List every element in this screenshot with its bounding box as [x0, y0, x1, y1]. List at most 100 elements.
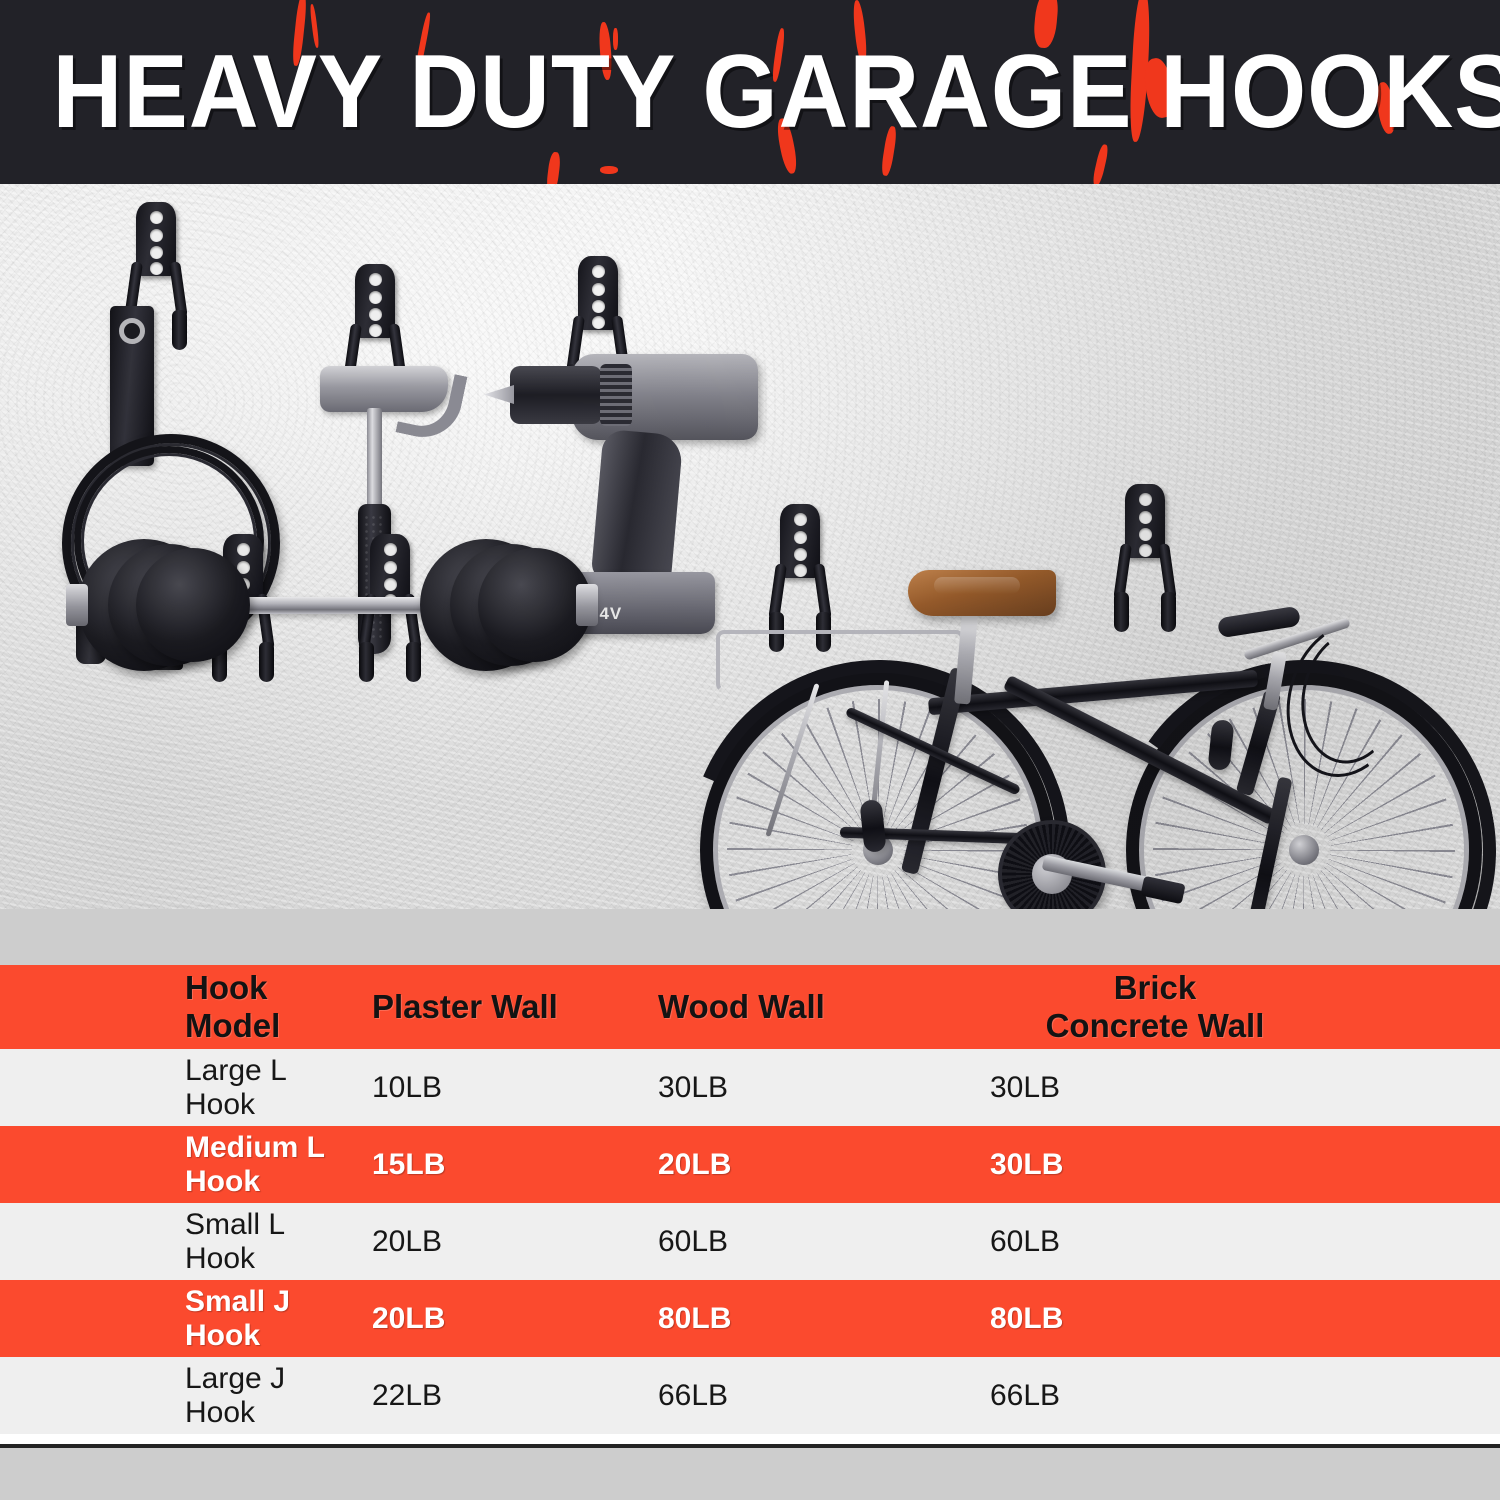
down-tube [1002, 674, 1278, 826]
cell-plaster-wall: 22LB [372, 1378, 443, 1412]
paint-splatter-icon [545, 151, 562, 184]
handlebar-stem [1263, 651, 1287, 711]
weight-plate [420, 539, 552, 671]
shifter-cable [1291, 622, 1411, 772]
hammer-shaft [367, 408, 382, 536]
cell-plaster-wall: 10LB [372, 1070, 443, 1104]
page-title: HEAVY DUTY GARAGE HOOKS [52, 34, 1500, 150]
cell-hook-model: Small J Hook [185, 1284, 291, 1352]
hook-mounting-plate [136, 202, 176, 276]
product-photo: 24V [0, 184, 1500, 909]
cell-plaster-wall: 20LB [372, 1224, 443, 1258]
seat-stay [844, 706, 1022, 796]
cell-plaster-wall: 20LB [372, 1301, 446, 1335]
rear-wheel-spokes [727, 699, 1029, 909]
rear-hub [863, 835, 893, 865]
drill-collar [600, 364, 632, 426]
top-tube [927, 669, 1259, 716]
cell-hook-model: Small L Hook [185, 1207, 284, 1275]
fork [1241, 776, 1293, 909]
hammer-grip [358, 504, 391, 654]
hook-mounting-plate [1125, 484, 1165, 558]
table-row: Large L Hook 10LB 30LB 30LB [0, 1049, 1500, 1126]
chainring [998, 820, 1106, 909]
seatpost [954, 613, 978, 705]
extension-cord-coil [74, 446, 264, 636]
weight-plate [136, 548, 250, 662]
cord-strap [110, 306, 154, 466]
saddle [908, 570, 1056, 616]
cell-wood-wall: 20LB [658, 1147, 732, 1181]
crank-arm [1041, 854, 1151, 893]
drill-battery: 24V [563, 572, 715, 634]
rear-fender [630, 602, 1128, 909]
brake-cable [1270, 610, 1422, 790]
cell-hook-model: Medium L Hook [185, 1130, 325, 1198]
barbell-bar [88, 597, 568, 614]
extension-cord-coil [62, 434, 280, 652]
chain-stay [839, 826, 1031, 845]
hook-pad [859, 798, 887, 854]
cell-wood-wall: 80LB [658, 1301, 732, 1335]
hook-mounting-plate [780, 504, 820, 578]
hammer-head [320, 366, 448, 412]
hook-mounting-plate [370, 534, 410, 608]
hammer-claw [395, 364, 468, 445]
hook-mounting-plate [223, 534, 263, 608]
column-header-hook-model: Hook Model [185, 969, 281, 1044]
column-header-brick-concrete-wall: Brick Concrete Wall [1045, 969, 1265, 1044]
drill-battery-label: 24V [589, 604, 623, 623]
strap-eyelet [119, 318, 145, 344]
cell-hook-model: Large J Hook [185, 1361, 286, 1429]
weight-plate [478, 548, 592, 662]
header-banner: HEAVY DUTY GARAGE HOOKS [0, 0, 1500, 184]
front-wheel [1126, 672, 1482, 909]
load-capacity-table: Hook Model Plaster Wall Wood Wall Brick … [0, 965, 1500, 1434]
weight-plate [108, 544, 230, 666]
front-hub [1289, 835, 1319, 865]
hook-pad [1207, 718, 1235, 772]
front-fender [1083, 629, 1500, 909]
table-row: Large J Hook 22LB 66LB 66LB [0, 1357, 1500, 1434]
head-tube [1235, 689, 1282, 797]
pedal [1140, 875, 1186, 905]
handlebar [1243, 617, 1351, 661]
rear-wheel [700, 672, 1056, 909]
cell-plaster-wall: 15LB [372, 1147, 446, 1181]
drill-handle [590, 428, 684, 588]
barbell-collar [576, 584, 598, 626]
rack-stay [765, 683, 820, 837]
column-header-wood-wall: Wood Wall [658, 988, 825, 1025]
bicycle [630, 484, 1500, 909]
rear-rack [716, 630, 964, 692]
cell-brick-wall: 60LB [990, 1224, 1061, 1258]
weight-plate [450, 544, 572, 666]
cord-socket [153, 614, 183, 670]
table-row: Small J Hook 20LB 80LB 80LB [0, 1280, 1500, 1357]
barbell-collar [66, 584, 88, 626]
rack-stay [867, 680, 890, 840]
hook-mounting-plate [355, 264, 395, 338]
column-header-plaster-wall: Plaster Wall [372, 988, 558, 1025]
drill-chuck [510, 366, 602, 424]
table-row: Medium L Hook 15LB 20LB 30LB [0, 1126, 1500, 1203]
photo-stage: 24V [0, 184, 1500, 909]
drill-body [572, 354, 758, 440]
cord-plug [76, 608, 106, 664]
cell-brick-wall: 80LB [990, 1301, 1064, 1335]
cell-brick-wall: 30LB [990, 1147, 1064, 1181]
cell-wood-wall: 66LB [658, 1378, 729, 1412]
table-row: Small L Hook 20LB 60LB 60LB [0, 1203, 1500, 1280]
front-wheel-spokes [1153, 699, 1455, 909]
weight-plate [78, 539, 210, 671]
handlebar-grip [1216, 605, 1302, 639]
divider-band-top [0, 909, 1500, 969]
divider-band-bottom [0, 1444, 1500, 1500]
hook-mounting-plate [578, 256, 618, 330]
cell-brick-wall: 66LB [990, 1378, 1061, 1412]
paint-splatter-icon [600, 166, 618, 174]
table-header-row: Hook Model Plaster Wall Wood Wall Brick … [0, 965, 1500, 1049]
seat-tube [900, 667, 969, 875]
cell-wood-wall: 30LB [658, 1070, 729, 1104]
